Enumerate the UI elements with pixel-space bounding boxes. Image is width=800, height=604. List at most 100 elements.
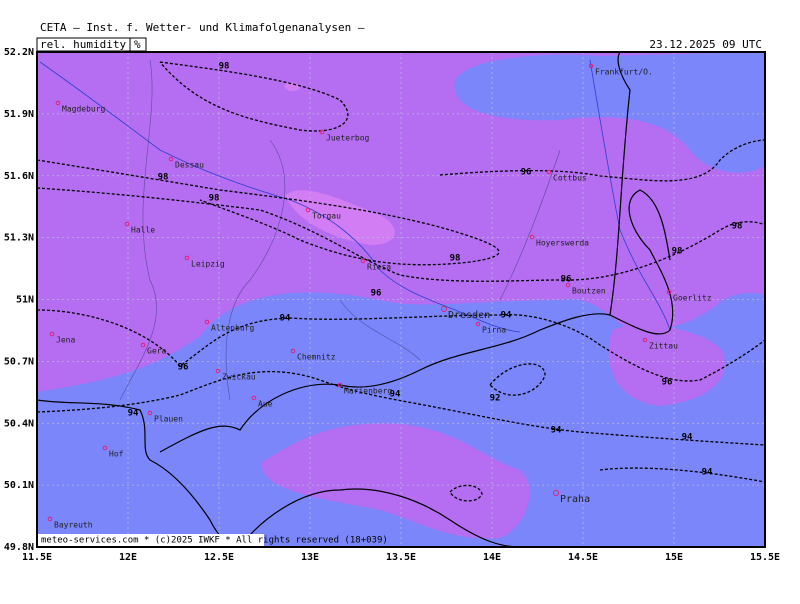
y-tick-label: 49.8N — [4, 542, 34, 553]
contour-label: 94 — [280, 314, 291, 324]
city-label: Zittau — [649, 342, 678, 351]
city-marker — [642, 337, 648, 343]
city-marker — [360, 258, 366, 264]
city-label: Zwickau — [222, 373, 256, 382]
contour-label: 94 — [128, 409, 139, 419]
map-frame — [36, 51, 766, 548]
contour-label: 94 — [682, 433, 693, 443]
city-marker — [337, 382, 343, 388]
contour-label: 92 — [490, 394, 501, 404]
contour-label: 96 — [178, 363, 189, 373]
humidity-region — [285, 190, 395, 246]
grid — [37, 52, 765, 547]
contour — [489, 363, 546, 396]
contour-label: 98 — [158, 173, 169, 183]
map-area — [37, 52, 765, 547]
contour-label: 98 — [732, 222, 743, 232]
city-label: Goerlitz — [673, 294, 712, 303]
y-tick-label: 51N — [16, 295, 34, 306]
y-tick-label: 51.9N — [4, 109, 34, 120]
city-label: Riesa — [367, 263, 391, 272]
city-label: Boutzen — [572, 287, 606, 296]
humidity-region — [261, 423, 530, 539]
x-tick-label: 13.5E — [386, 552, 416, 563]
city-marker — [184, 255, 190, 261]
header-title: CETA — Inst. f. Wetter- und Klimafolgena… — [40, 21, 365, 34]
contour-label: 94 — [501, 311, 512, 321]
city-label: Jena — [56, 336, 75, 345]
contour-label: 94 — [390, 390, 401, 400]
x-tick-label: 11.5E — [22, 552, 52, 563]
city-label: Aue — [258, 400, 273, 409]
city-marker — [215, 368, 221, 374]
city-label: Torgau — [312, 212, 341, 221]
x-tick-label: 14E — [483, 552, 501, 563]
parameter-label: rel. humidity — [40, 38, 126, 51]
y-tick-label: 50.7N — [4, 356, 34, 367]
city-label: Hoyerswerda — [536, 239, 589, 248]
contour — [439, 139, 765, 182]
contour-label: 94 — [551, 426, 562, 436]
city-label: Marienberg — [344, 387, 392, 396]
y-tick-label: 52.2N — [4, 47, 34, 58]
city-label: Leipzig — [191, 260, 225, 269]
contour-label: 96 — [561, 275, 572, 285]
humidity-region — [454, 52, 765, 173]
contour — [37, 187, 765, 282]
contour-label: 94 — [702, 468, 713, 478]
y-tick-label: 50.1N — [4, 480, 34, 491]
credit: meteo-services.com * (c)2025 IWKF * All … — [41, 536, 388, 546]
city-marker — [49, 331, 55, 337]
river — [39, 61, 521, 333]
city-label: Dessau — [175, 161, 204, 170]
city-marker — [102, 445, 108, 451]
contour-label: 98 — [672, 247, 683, 257]
city-label: Chemnitz — [297, 353, 336, 362]
city-marker — [441, 306, 447, 312]
city-label: Hof — [109, 450, 124, 459]
city-label: Gera — [147, 347, 166, 356]
country-border — [239, 488, 521, 547]
credit-box — [38, 534, 264, 546]
city-label: Praha — [560, 494, 590, 505]
contour — [37, 159, 500, 266]
x-tick-label: 14.5E — [568, 552, 598, 563]
city-marker — [55, 100, 61, 106]
city-label: Cottbus — [553, 174, 587, 183]
admin-border — [119, 59, 561, 401]
contour-label: 98 — [209, 194, 220, 204]
parameter-unit: % — [134, 38, 141, 51]
contour — [37, 370, 765, 446]
y-tick-label: 51.3N — [4, 233, 34, 244]
city-marker — [319, 129, 325, 135]
contour-label: 98 — [219, 62, 230, 72]
contour — [159, 61, 349, 132]
city-label: Frankfurt/O. — [595, 68, 653, 77]
city-label: Halle — [131, 226, 155, 235]
x-tick-label: 12.5E — [204, 552, 234, 563]
country-border — [37, 52, 674, 547]
x-tick-label: 13E — [301, 552, 319, 563]
humidity-region — [608, 324, 725, 406]
cities: Magdeburg Jueterbog Dessau Frankfurt/O. Cott… — [47, 63, 712, 530]
city-marker — [168, 156, 174, 162]
city-marker — [124, 221, 130, 227]
valid-time: 23.12.2025 09 UTC — [649, 38, 762, 51]
contour-label: 96 — [521, 168, 532, 178]
city-marker — [666, 289, 672, 295]
y-tick-label: 50.4N — [4, 418, 34, 429]
contour — [449, 484, 483, 502]
city-marker — [565, 282, 571, 288]
city-label: Jueterbog — [326, 134, 370, 143]
city-marker — [475, 321, 481, 327]
city-label: Plauen — [154, 415, 183, 424]
contour-label: 96 — [371, 289, 382, 299]
contour-label: 96 — [662, 378, 673, 388]
city-marker — [529, 234, 535, 240]
y-tick-label: 51.6N — [4, 171, 34, 182]
contour-label: 98 — [450, 254, 461, 264]
city-label: Altenburg — [211, 324, 255, 333]
city-marker — [251, 395, 257, 401]
